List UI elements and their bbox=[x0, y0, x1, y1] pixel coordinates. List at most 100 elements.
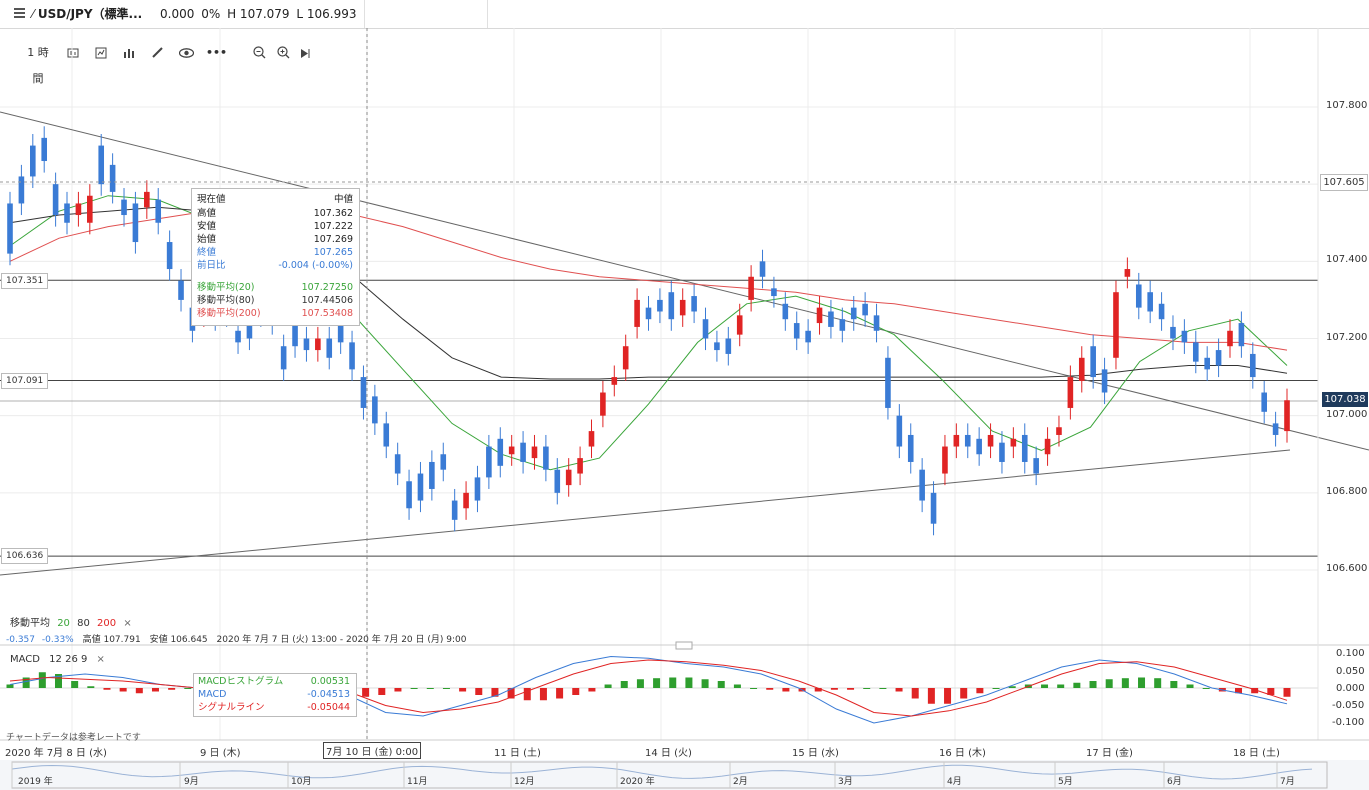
ma-legend[interactable]: 移動平均 20 80 200 × bbox=[10, 614, 132, 629]
divider bbox=[487, 0, 488, 28]
candle bbox=[919, 469, 925, 501]
candle bbox=[987, 434, 994, 447]
navigator[interactable] bbox=[0, 760, 1369, 790]
macd-histogram-bar bbox=[830, 688, 838, 690]
macd-y-tick: -0.100 bbox=[1332, 717, 1365, 728]
macd-histogram-bar bbox=[1283, 688, 1291, 697]
stats-high: 高値 107.791 bbox=[82, 635, 141, 645]
macd-histogram-bar bbox=[976, 688, 984, 694]
crosshair-price-label: 107.605 bbox=[1320, 174, 1368, 191]
candle bbox=[782, 303, 789, 320]
candle bbox=[691, 296, 697, 312]
change-percent: 0% bbox=[201, 7, 221, 21]
macd-histogram-bar bbox=[426, 688, 434, 689]
tooltip-value: 107.362 bbox=[313, 208, 353, 219]
candle bbox=[87, 195, 93, 223]
level-label[interactable]: 106.636 bbox=[1, 548, 49, 564]
macd-histogram-bar bbox=[1138, 677, 1146, 688]
more-icon[interactable]: ••• bbox=[206, 46, 228, 59]
close-icon[interactable]: × bbox=[96, 654, 105, 665]
candle bbox=[474, 477, 481, 501]
candle bbox=[109, 164, 116, 192]
tooltip-label: 移動平均(80) bbox=[197, 295, 255, 306]
candle bbox=[75, 203, 82, 216]
zoom-out-icon[interactable] bbox=[252, 40, 266, 66]
symbol-header[interactable]: ⁄ USD/JPY（標準... 0.000 0% H 107.079 L 106… bbox=[32, 0, 357, 28]
macd-histogram-bar bbox=[653, 678, 661, 688]
macd-histogram-bar bbox=[1267, 688, 1275, 695]
low-value: L 106.993 bbox=[296, 7, 357, 21]
play-icon[interactable] bbox=[299, 40, 311, 66]
menu-icon[interactable] bbox=[14, 7, 26, 19]
nav-label: 2019 年 bbox=[18, 777, 53, 787]
candle bbox=[235, 330, 241, 343]
candle bbox=[907, 434, 914, 462]
level-label[interactable]: 107.351 bbox=[1, 273, 49, 289]
zoom-in-icon[interactable] bbox=[276, 40, 290, 66]
stats-change: -0.357 bbox=[6, 635, 36, 645]
candle bbox=[862, 303, 868, 316]
x-tick: 16 日 (木) bbox=[939, 748, 986, 759]
macd-histogram-bar bbox=[184, 688, 192, 689]
high-value: H 107.079 bbox=[227, 7, 290, 21]
candle bbox=[668, 292, 675, 320]
tooltip-value: -0.05044 bbox=[307, 702, 350, 713]
macd-histogram-bar bbox=[750, 688, 758, 689]
macd-histogram-bar bbox=[103, 688, 111, 690]
tooltip-label: 移動平均(20) bbox=[197, 282, 255, 293]
candle bbox=[166, 242, 173, 270]
macd-histogram-bar bbox=[168, 688, 176, 690]
candle bbox=[1101, 369, 1108, 393]
candle bbox=[736, 315, 743, 335]
candle bbox=[429, 461, 435, 489]
candle bbox=[793, 323, 800, 339]
candle bbox=[554, 469, 561, 493]
y-tick: 107.400 bbox=[1326, 254, 1368, 265]
candle bbox=[725, 338, 732, 354]
interval-selector[interactable]: 1 時間 bbox=[27, 46, 49, 85]
macd-histogram-bar bbox=[1105, 679, 1113, 688]
bar-chart-icon[interactable] bbox=[122, 40, 136, 66]
candle bbox=[942, 446, 948, 474]
x-tick: 14 日 (火) bbox=[645, 748, 692, 759]
candle bbox=[611, 377, 618, 385]
ma-legend-p1: 20 bbox=[57, 618, 70, 629]
eye-icon[interactable] bbox=[178, 40, 194, 66]
candle bbox=[486, 446, 492, 478]
candle bbox=[1010, 438, 1017, 447]
macd-histogram-bar bbox=[1170, 681, 1178, 688]
tooltip-value: 107.27250 bbox=[301, 282, 353, 293]
tooltip-value: 107.265 bbox=[313, 247, 353, 258]
macd-y-tick: -0.050 bbox=[1332, 700, 1365, 711]
macd-histogram-bar bbox=[701, 679, 709, 688]
macd-histogram-bar bbox=[507, 688, 515, 699]
draw-icon[interactable] bbox=[150, 40, 164, 66]
ohlc-tooltip: 現在値 中値 高値 107.362 安値 107.222 始値 107.269 終値 10… bbox=[191, 188, 360, 326]
candle bbox=[7, 203, 13, 254]
candle bbox=[417, 473, 424, 501]
pane-resize-handle bbox=[675, 641, 693, 650]
macd-histogram-bar bbox=[847, 688, 855, 690]
macd-histogram-bar bbox=[814, 688, 822, 692]
candle bbox=[1147, 292, 1153, 312]
candle bbox=[121, 199, 127, 216]
candles-icon[interactable] bbox=[66, 40, 80, 66]
x-tick: 2020 年 7月 8 日 (水) bbox=[5, 748, 107, 759]
level-label[interactable]: 107.091 bbox=[1, 373, 49, 389]
macd-histogram-bar bbox=[151, 688, 159, 692]
macd-legend[interactable]: MACD 12 26 9 × bbox=[10, 654, 105, 665]
candle bbox=[953, 434, 960, 447]
indicators-icon[interactable] bbox=[94, 40, 108, 66]
candle bbox=[828, 311, 834, 327]
candle bbox=[873, 315, 880, 331]
candle bbox=[645, 307, 652, 320]
candle bbox=[565, 469, 572, 486]
current-price-label: 107.038 bbox=[1322, 392, 1368, 407]
close-icon[interactable]: × bbox=[123, 618, 132, 629]
macd-histogram-bar bbox=[442, 688, 450, 689]
macd-histogram-bar bbox=[54, 674, 62, 688]
candle bbox=[132, 203, 139, 243]
candle bbox=[1261, 392, 1267, 412]
candle bbox=[577, 458, 583, 474]
